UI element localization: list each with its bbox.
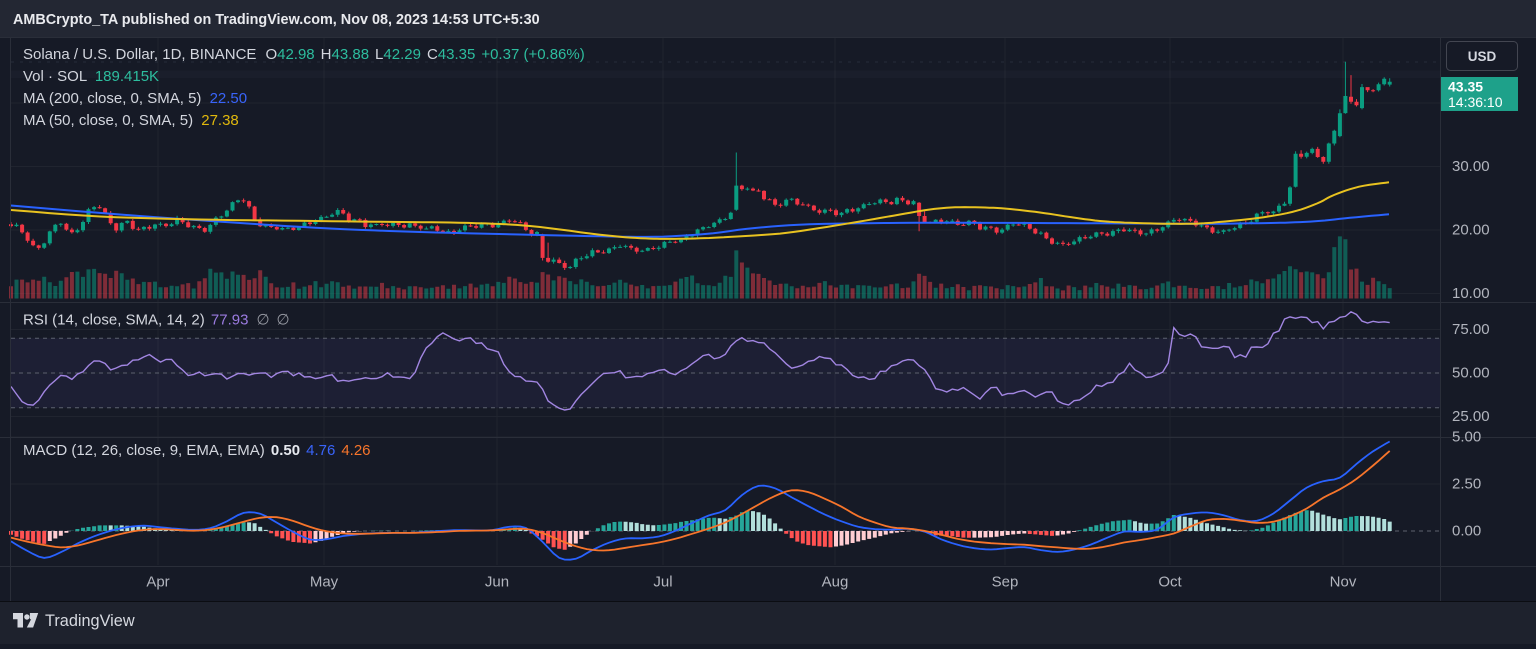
svg-text:USD: USD — [1468, 49, 1497, 64]
svg-text:14:36:10: 14:36:10 — [1448, 94, 1503, 110]
svg-text:50.00: 50.00 — [1452, 365, 1490, 382]
svg-text:AMBCrypto_TA published on Trad: AMBCrypto_TA published on TradingView.co… — [13, 12, 540, 28]
svg-text:RSI (14, close, SMA, 14, 2) 77: RSI (14, close, SMA, 14, 2) 77.93 ∅ ∅ — [23, 312, 290, 329]
svg-text:MA (200, close, 0, SMA, 5) 22.: MA (200, close, 0, SMA, 5) 22.50 — [23, 90, 247, 107]
svg-text:0.00: 0.00 — [1452, 523, 1481, 540]
svg-text:30.00: 30.00 — [1452, 158, 1490, 175]
svg-text:20.00: 20.00 — [1452, 222, 1490, 239]
svg-text:10.00: 10.00 — [1452, 285, 1490, 302]
svg-text:MA (50, close, 0, SMA, 5) 27.3: MA (50, close, 0, SMA, 5) 27.38 — [23, 112, 239, 129]
svg-text:2.50: 2.50 — [1452, 476, 1481, 493]
svg-text:Nov: Nov — [1330, 574, 1357, 591]
svg-text:Jul: Jul — [653, 574, 672, 591]
svg-text:5.00: 5.00 — [1452, 429, 1481, 446]
svg-text:Apr: Apr — [146, 574, 169, 591]
svg-text:43.35: 43.35 — [1448, 79, 1483, 95]
svg-text:TradingView: TradingView — [45, 612, 135, 630]
svg-text:Oct: Oct — [1158, 574, 1182, 591]
svg-text:75.00: 75.00 — [1452, 321, 1490, 338]
svg-text:Jun: Jun — [485, 574, 509, 591]
svg-text:May: May — [310, 574, 339, 591]
svg-text:25.00: 25.00 — [1452, 408, 1490, 425]
svg-text:Solana / U.S. Dollar, 1D, BINA: Solana / U.S. Dollar, 1D, BINANCE O42.98 H… — [23, 46, 585, 63]
svg-text:MACD (12, 26, close, 9, EMA, E: MACD (12, 26, close, 9, EMA, EMA) 0.50 4.… — [23, 442, 371, 459]
svg-text:Sep: Sep — [992, 574, 1019, 591]
svg-text:Aug: Aug — [822, 574, 849, 591]
